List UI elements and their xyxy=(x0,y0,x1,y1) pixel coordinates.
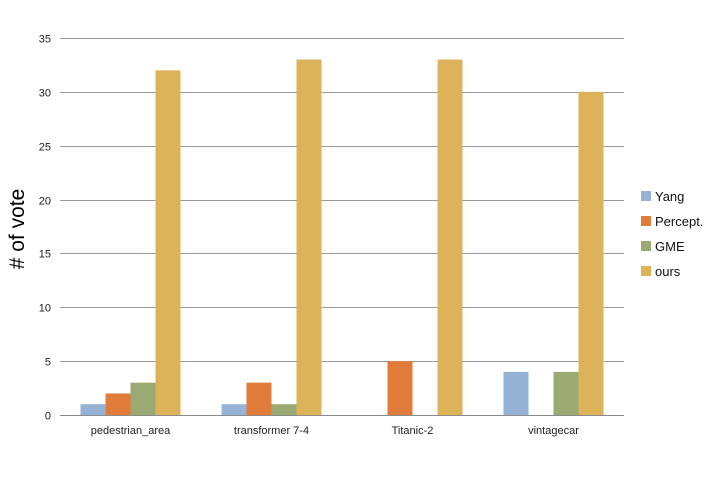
bar-ours-2 xyxy=(437,59,463,416)
x-tick-label: Titanic-2 xyxy=(392,425,434,437)
gridlines xyxy=(60,38,624,362)
y-tick-label: 35 xyxy=(39,34,51,46)
bar-gme-1 xyxy=(271,404,297,415)
bar-ours-3 xyxy=(578,91,604,415)
bar-ours-0 xyxy=(155,70,181,416)
y-tick-label: 20 xyxy=(39,196,51,208)
bars xyxy=(80,59,604,416)
legend-label: ours xyxy=(655,264,681,279)
legend-swatch xyxy=(641,191,651,201)
bar-percept-1 xyxy=(246,382,272,415)
y-tick-label: 15 xyxy=(39,249,51,261)
y-axis-label: # of vote xyxy=(6,189,29,270)
bar-gme-3 xyxy=(553,371,579,415)
y-tick-label: 25 xyxy=(39,142,51,154)
x-tick-label: vintagecar xyxy=(528,425,579,437)
bar-ours-1 xyxy=(296,59,322,416)
y-tick-label: 5 xyxy=(45,357,51,369)
y-tick-label: 0 xyxy=(45,411,51,423)
legend-swatch xyxy=(641,266,651,276)
legend-swatch xyxy=(641,241,651,251)
x-tick-label: transformer 7-4 xyxy=(234,425,309,437)
y-tick-label: 30 xyxy=(39,88,51,100)
x-tick-label: pedestrian_area xyxy=(91,425,171,437)
bar-percept-2 xyxy=(387,361,413,415)
y-tick-label: 10 xyxy=(39,303,51,315)
bar-percept-0 xyxy=(105,393,131,415)
bar-yang-3 xyxy=(503,371,529,415)
bar-yang-1 xyxy=(221,404,247,415)
legend-label: GME xyxy=(655,239,685,254)
legend-label: Percept. xyxy=(655,214,703,229)
bar-yang-0 xyxy=(80,404,106,415)
axes: 0 5 10 15 20 25 30 35 pedestrian_area transformer… xyxy=(39,34,624,437)
legend-swatch xyxy=(641,216,651,226)
bar-gme-0 xyxy=(130,382,156,415)
legend: Yang Percept. GME ours xyxy=(641,189,703,279)
legend-label: Yang xyxy=(655,189,684,204)
